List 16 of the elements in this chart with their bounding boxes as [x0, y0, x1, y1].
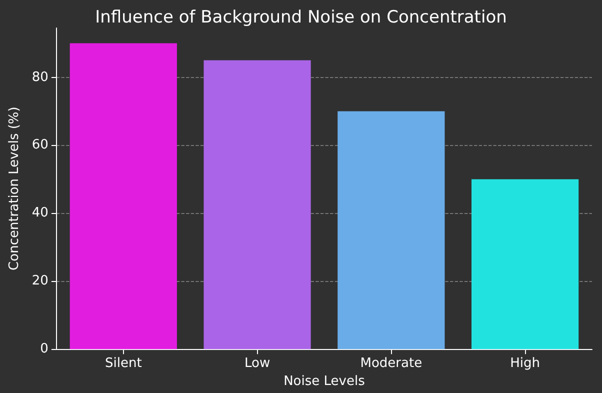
x-tick-label: Silent [104, 356, 142, 372]
x-tick-label: Low [244, 356, 270, 372]
bar [338, 111, 445, 350]
y-tick-label: 60 [32, 138, 48, 153]
chart-title: Influence of Background Noise on Concentration [95, 8, 507, 28]
y-tick-label: 80 [32, 70, 48, 85]
bar [70, 43, 177, 350]
bar [204, 60, 311, 350]
bar [472, 179, 579, 350]
y-tick-label: 20 [32, 274, 48, 289]
x-tick-label: Moderate [360, 356, 422, 372]
y-tick-label: 40 [32, 206, 48, 221]
y-tick-label: 0 [40, 342, 48, 357]
x-axis-title: Noise Levels [284, 374, 366, 389]
y-axis-title: Concentration Levels (%) [7, 106, 22, 270]
x-tick-label: High [510, 356, 540, 372]
